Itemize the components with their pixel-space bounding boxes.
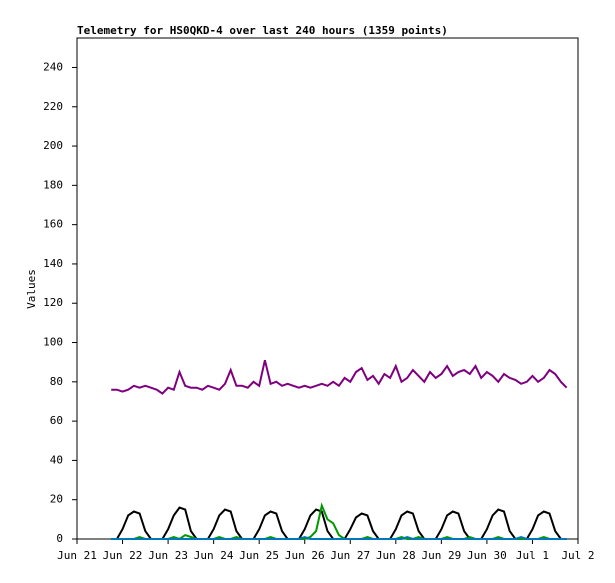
y-tick-label: 0	[56, 532, 63, 545]
y-tick-label: 40	[50, 453, 63, 466]
x-tick-label: Jun 24	[194, 549, 234, 562]
y-tick-label: 100	[43, 336, 63, 349]
plot-frame	[76, 37, 579, 540]
x-tick-label: Jun 25	[239, 549, 279, 562]
y-tick-label: 180	[43, 178, 63, 191]
chart-title: Telemetry for HS0QKD-4 over last 240 hou…	[77, 24, 448, 37]
y-tick-label: 240	[43, 60, 63, 73]
y-tick-label: 220	[43, 100, 63, 113]
x-tick-label: Jun 30	[467, 549, 507, 562]
series-line	[111, 535, 567, 540]
y-axis-label: Values	[25, 269, 38, 309]
x-tick-label: Jun 29	[421, 549, 461, 562]
x-tick-label: Jun 22	[103, 549, 143, 562]
x-tick-label: Jun 26	[285, 549, 325, 562]
y-tick-label: 60	[50, 414, 63, 427]
series-line	[111, 359, 568, 395]
y-tick-label: 80	[50, 375, 63, 388]
y-tick-label: 120	[43, 296, 63, 309]
x-tick-label: Jun 28	[376, 549, 416, 562]
x-tick-label: Jul 2	[561, 549, 594, 562]
x-tick-label: Jun 21	[57, 549, 97, 562]
y-tick-label: 200	[43, 139, 63, 152]
x-tick-label: Jun 27	[330, 549, 370, 562]
y-tick-label: 20	[50, 493, 63, 506]
x-tick-label: Jun 23	[148, 549, 188, 562]
x-tick-label: Jul 1	[516, 549, 549, 562]
y-tick-label: 160	[43, 218, 63, 231]
y-tick-label: 140	[43, 257, 63, 270]
